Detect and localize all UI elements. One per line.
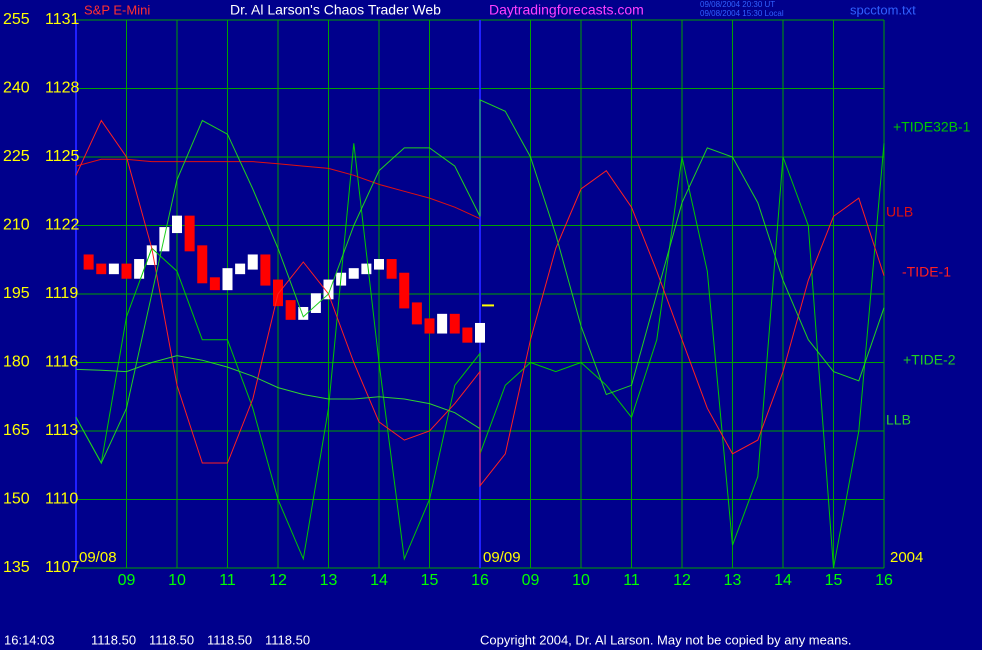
date-label: 09/08: [79, 549, 117, 566]
date-label: 2004: [890, 549, 923, 566]
price-bar: [96, 263, 107, 275]
chart-title: Dr. Al Larson's Chaos Trader Web: [230, 2, 441, 18]
price-bar: [247, 254, 258, 270]
x-tick-label: 10: [572, 572, 590, 589]
y2-tick-label: 1107: [45, 559, 80, 576]
price-bar: [146, 245, 157, 266]
x-tick-label: 10: [168, 572, 186, 589]
price-bar: [424, 318, 435, 334]
price-bar: [184, 215, 195, 252]
grid: [75, 19, 885, 569]
x-tick-label: 12: [269, 572, 287, 589]
price-bar: [399, 272, 410, 309]
y-tick-label: 150: [3, 491, 30, 508]
x-tick-label: 14: [370, 572, 388, 589]
price-bar: [197, 245, 208, 284]
price-bar: [209, 277, 220, 291]
price-bar: [361, 263, 372, 275]
x-tick-label: 13: [320, 572, 338, 589]
y2-tick-label: 1116: [45, 354, 78, 371]
y-tick-label: 195: [3, 285, 30, 302]
y-tick-label: 225: [3, 148, 30, 165]
price-bar: [285, 300, 296, 320]
y-tick-label: 240: [3, 80, 30, 97]
y2-tick-label: 1128: [45, 80, 80, 97]
site: Daytradingforecasts.com: [489, 2, 644, 18]
price-bar: [437, 313, 448, 334]
price-bar: [83, 254, 94, 270]
x-tick-label: 09: [522, 572, 540, 589]
price-bar: [134, 259, 145, 279]
price-bar: [260, 254, 271, 286]
price-bar: [386, 259, 397, 279]
y-tick-label: 210: [3, 217, 30, 234]
status-quote: 1118.50: [91, 632, 136, 647]
file-name: spcctom.txt: [850, 2, 916, 17]
status-time: 16:14:03: [4, 632, 55, 647]
price-bar: [108, 263, 119, 275]
price-bar: [121, 263, 132, 279]
y-tick-label: 180: [3, 354, 30, 371]
stamp-local: 09/08/2004 15:30 Local: [700, 9, 784, 18]
legend-label: +TIDE-2: [903, 352, 956, 368]
x-tick-label: 16: [875, 572, 893, 589]
y-tick-label: 255: [3, 11, 30, 28]
x-tick-label: 16: [471, 572, 489, 589]
x-tick-label: 11: [623, 572, 640, 589]
price-bar: [323, 279, 334, 300]
price-bar: [273, 279, 283, 307]
x-tick-label: 14: [774, 572, 792, 589]
series-line: [75, 355, 481, 430]
y-tick-label: 165: [3, 422, 30, 439]
legend-label: -TIDE-1: [902, 264, 951, 280]
price-bar: [172, 215, 182, 234]
price-bar: [475, 322, 485, 343]
x-tick-label: 15: [825, 572, 843, 589]
y2-tick-label: 1122: [45, 217, 80, 234]
plot: [75, 99, 885, 569]
price-bar: [411, 302, 422, 325]
stamp-ut: 09/08/2004 20:30 UT: [700, 0, 775, 9]
price-bar: [310, 293, 321, 313]
x-tick-label: 13: [724, 572, 742, 589]
x-tick-label: 11: [219, 572, 236, 589]
series-line: [75, 99, 885, 465]
status-quote: 1118.50: [207, 632, 252, 647]
series-line: [75, 158, 481, 220]
y2-tick-label: 1113: [45, 422, 78, 439]
x-tick-label: 15: [421, 572, 439, 589]
price-bar: [222, 268, 233, 291]
price-bar: [348, 268, 359, 279]
y2-tick-label: 1119: [45, 285, 78, 302]
x-tick-label: 09: [118, 572, 136, 589]
y-tick-label: 135: [3, 559, 30, 576]
legend-label: ULB: [886, 204, 913, 220]
legend-label: +TIDE32B-1: [893, 119, 971, 135]
status-quote: 1118.50: [149, 632, 194, 647]
price-bar: [235, 263, 246, 275]
copyright: Copyright 2004, Dr. Al Larson. May not b…: [480, 632, 851, 647]
y2-tick-label: 1110: [45, 491, 78, 508]
x-tick-label: 12: [673, 572, 691, 589]
status-quote: 1118.50: [265, 632, 310, 647]
labels: S&P E-Mini Dr. Al Larson's Chaos Trader …: [3, 0, 971, 647]
y2-tick-label: 1125: [45, 148, 80, 165]
legend-label: LLB: [886, 412, 911, 428]
price-bar: [462, 327, 473, 343]
date-label: 09/09: [483, 549, 521, 566]
price-bar: [374, 259, 384, 270]
y2-tick-label: 1131: [45, 11, 80, 28]
instrument: S&P E-Mini: [84, 2, 150, 17]
price-bar: [298, 306, 309, 320]
price-bar: [449, 313, 460, 334]
